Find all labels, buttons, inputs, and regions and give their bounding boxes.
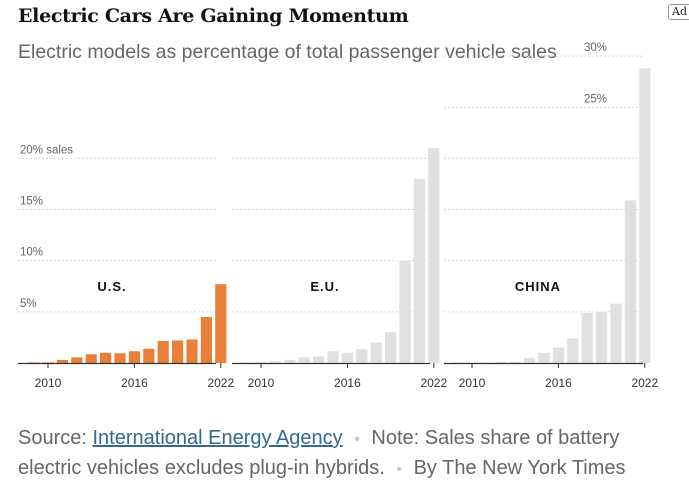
y-tick-label: 25% xyxy=(584,93,607,105)
bar-china-2009 xyxy=(452,362,464,363)
bar-eu-2021 xyxy=(413,178,425,363)
bar-us-2013 xyxy=(85,354,97,363)
bar-china-2013 xyxy=(509,361,521,363)
bar-eu-2013 xyxy=(298,357,310,363)
y-tick-label: 15% xyxy=(20,196,43,208)
bar-eu-2022 xyxy=(428,148,440,363)
bar-us-2021 xyxy=(200,316,212,363)
bar-us-2015 xyxy=(114,353,126,363)
panel-title: E.U. xyxy=(310,279,339,294)
bar-eu-2014 xyxy=(313,356,325,363)
footer-note: Note: Sales share of battery electric ve… xyxy=(18,427,620,479)
bar-us-2014 xyxy=(100,352,112,363)
x-tick-label: 2022 xyxy=(631,376,658,390)
bar-china-2016 xyxy=(552,347,564,363)
y-tick-label: 20% sales xyxy=(20,144,73,156)
source-prefix: Source: xyxy=(18,427,87,449)
footer-byline: By The New York Times xyxy=(413,457,626,479)
separator-dot: • xyxy=(354,431,360,448)
x-tick-label: 2010 xyxy=(35,376,62,390)
bar-us-2017 xyxy=(143,348,155,363)
bar-eu-2017 xyxy=(356,349,368,363)
bar-us-2016 xyxy=(128,351,140,363)
x-tick-label: 2010 xyxy=(248,376,275,390)
bar-us-2009 xyxy=(28,362,40,363)
bar-us-2019 xyxy=(172,340,184,363)
bar-china-2022 xyxy=(639,68,651,363)
chart-title: Electric Cars Are Gaining Momentum xyxy=(18,5,409,27)
bar-eu-2020 xyxy=(399,260,411,363)
bar-china-2011 xyxy=(480,362,492,363)
panel-title: CHINA xyxy=(515,279,561,294)
bar-china-2017 xyxy=(567,338,579,363)
x-tick-label: 2022 xyxy=(207,376,234,390)
bar-us-2022 xyxy=(215,284,227,363)
bar-eu-2010 xyxy=(255,362,267,363)
bar-china-2015 xyxy=(538,352,550,363)
bar-china-2012 xyxy=(495,361,507,363)
bar-china-2014 xyxy=(524,357,536,363)
x-tick-label: 2016 xyxy=(334,376,361,390)
small-multiples-chart: 5% 10% 15% 20% sales 25% 30% 2010 2016 2022 U.S. 2… xyxy=(18,42,658,390)
bar-china-2021 xyxy=(624,200,636,363)
bar-china-2010 xyxy=(466,362,478,363)
source-link[interactable]: International Energy Agency xyxy=(92,427,343,449)
chart-subtitle: Electric models as percentage of total p… xyxy=(18,41,557,63)
bar-eu-2019 xyxy=(385,332,397,363)
bar-eu-2012 xyxy=(284,359,296,363)
separator-dot: • xyxy=(396,461,403,478)
x-tick-label: 2010 xyxy=(459,376,486,390)
panel-title: U.S. xyxy=(97,279,126,294)
bar-eu-2015 xyxy=(327,351,339,363)
x-tick-label: 2022 xyxy=(420,376,447,390)
bar-eu-2009 xyxy=(241,362,253,363)
bar-china-2018 xyxy=(581,312,593,363)
bar-eu-2018 xyxy=(370,342,382,363)
chart-footer: Source: International Energy Agency • No… xyxy=(18,424,678,484)
bar-us-2012 xyxy=(71,357,83,363)
bar-eu-2011 xyxy=(269,361,281,363)
x-tick-label: 2016 xyxy=(121,376,148,390)
y-tick-label: 30% xyxy=(584,42,607,54)
ad-badge[interactable]: Ad xyxy=(668,4,689,20)
bar-us-2010 xyxy=(42,362,54,363)
bar-china-2020 xyxy=(610,303,622,363)
y-tick-label: 10% xyxy=(20,247,43,259)
bar-us-2020 xyxy=(186,339,198,363)
y-tick-label: 5% xyxy=(20,298,37,310)
x-tick-label: 2016 xyxy=(545,376,572,390)
bar-us-2018 xyxy=(157,341,169,363)
bar-eu-2016 xyxy=(341,352,353,363)
bar-china-2019 xyxy=(596,311,608,363)
bar-us-2011 xyxy=(56,359,68,363)
